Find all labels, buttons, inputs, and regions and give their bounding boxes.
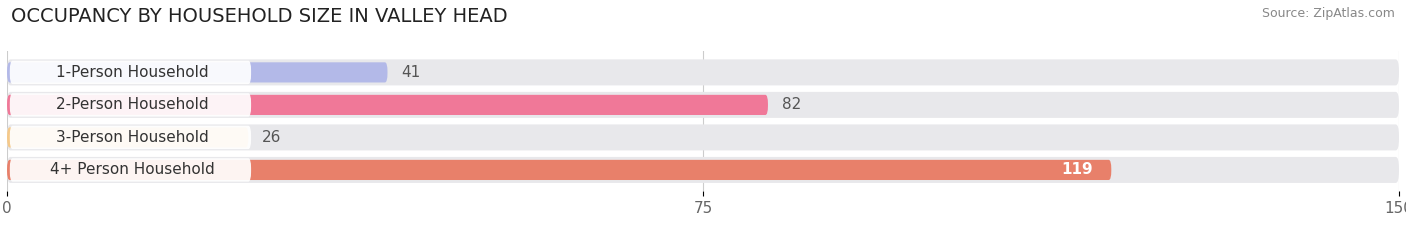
FancyBboxPatch shape <box>7 124 1399 151</box>
Text: OCCUPANCY BY HOUSEHOLD SIZE IN VALLEY HEAD: OCCUPANCY BY HOUSEHOLD SIZE IN VALLEY HE… <box>11 7 508 26</box>
Text: 3-Person Household: 3-Person Household <box>56 130 208 145</box>
Text: Source: ZipAtlas.com: Source: ZipAtlas.com <box>1261 7 1395 20</box>
FancyBboxPatch shape <box>10 158 252 182</box>
FancyBboxPatch shape <box>10 61 252 84</box>
FancyBboxPatch shape <box>10 126 252 149</box>
FancyBboxPatch shape <box>7 157 1399 183</box>
Text: 41: 41 <box>402 65 420 80</box>
FancyBboxPatch shape <box>7 127 249 147</box>
FancyBboxPatch shape <box>7 62 388 82</box>
FancyBboxPatch shape <box>10 93 252 116</box>
FancyBboxPatch shape <box>7 95 768 115</box>
Text: 1-Person Household: 1-Person Household <box>56 65 208 80</box>
FancyBboxPatch shape <box>7 59 1399 86</box>
FancyBboxPatch shape <box>7 160 1111 180</box>
FancyBboxPatch shape <box>7 92 1399 118</box>
Text: 119: 119 <box>1062 162 1092 177</box>
Text: 26: 26 <box>262 130 281 145</box>
Text: 2-Person Household: 2-Person Household <box>56 97 208 112</box>
Text: 4+ Person Household: 4+ Person Household <box>51 162 215 177</box>
Text: 82: 82 <box>782 97 801 112</box>
